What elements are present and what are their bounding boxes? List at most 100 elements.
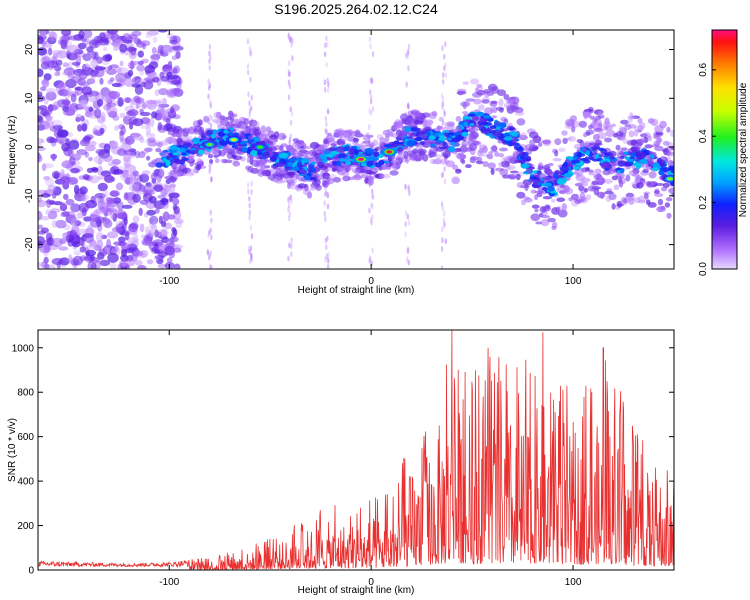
- spectrogram-cell: [518, 159, 526, 164]
- spectrogram-cell: [58, 82, 66, 90]
- spectrogram-cell: [462, 101, 467, 110]
- spectrogram-cell: [441, 171, 444, 178]
- spectrogram-cell: [289, 35, 292, 42]
- spectrogram-cell: [137, 264, 147, 269]
- spectrogram-cell: [248, 154, 256, 160]
- spectrogram-cell: [169, 170, 178, 175]
- spectrogram-cell: [234, 118, 239, 125]
- spectrogram-cell: [432, 159, 442, 165]
- spectrogram-cell: [520, 132, 527, 139]
- spectrogram-cell: [131, 112, 136, 119]
- spectrogram-cell: [99, 77, 104, 85]
- spectrogram-cell: [182, 131, 189, 137]
- spectrogram-cell: [209, 122, 213, 129]
- spectrogram-cell: [588, 169, 594, 173]
- spectrogram-cell: [331, 168, 337, 172]
- spectrogram-cell: [171, 55, 178, 60]
- spectrogram-cell: [585, 150, 590, 156]
- spectrogram-cell: [326, 191, 329, 198]
- colorbar-gradient: [711, 29, 738, 270]
- spectrogram-cell: [203, 115, 209, 123]
- spectrogram-cell: [80, 37, 87, 42]
- spectrogram-cell: [133, 134, 144, 141]
- spectrogram-cell: [38, 230, 46, 235]
- snr-frame: [37, 329, 675, 571]
- spectrogram-cell: [462, 81, 469, 85]
- spectrogram-cell: [148, 196, 157, 204]
- spectrogram-cell: [123, 97, 132, 103]
- spectrogram-cell: [210, 264, 213, 269]
- spectrogram-cell: [325, 244, 328, 251]
- spectrogram-cell: [161, 197, 169, 206]
- spectrogram-cell: [197, 119, 203, 126]
- spectrogram-cell: [104, 217, 111, 225]
- spectrogram-cell: [652, 162, 660, 169]
- spectrogram-cell: [336, 138, 346, 146]
- spectrogram-cell: [181, 167, 192, 174]
- spectrogram-cell: [591, 146, 601, 150]
- spectrogram-cell: [414, 120, 424, 125]
- spectrogram-cell: [38, 152, 41, 162]
- spectrogram-cell: [503, 118, 509, 124]
- spectrogram-cell: [608, 193, 617, 201]
- spectrogram-cell: [121, 260, 127, 268]
- spectrogram-cell: [99, 259, 111, 267]
- spectrogram-cell: [97, 157, 103, 166]
- spectrogram-cell: [129, 132, 141, 138]
- spectrogram-cell: [406, 213, 410, 220]
- spectrogram-cell: [373, 152, 379, 158]
- spectrogram-cell: [551, 207, 561, 215]
- spectrogram-cell: [470, 156, 479, 160]
- spectrogram-cell: [352, 174, 363, 181]
- spectrogram-cell: [541, 215, 551, 219]
- spectrogram-cell: [368, 107, 371, 114]
- colorbar: 0.0 0.2 0.4 0.6 Normalized spectral amplitu…: [698, 29, 749, 276]
- spectrogram-cell: [525, 144, 533, 150]
- spectrogram-cell: [123, 149, 136, 156]
- spectrogram-cell: [248, 209, 251, 216]
- spectrogram-cell: [405, 81, 408, 88]
- y-tick-label: 600: [17, 432, 34, 443]
- spectrogram-cell: [618, 180, 624, 188]
- spectrogram-cell: [627, 115, 636, 119]
- spectrogram-cell: [465, 101, 471, 107]
- spectrogram-cell: [515, 173, 521, 181]
- spectrogram-cell: [386, 150, 393, 154]
- spectrogram-cell: [66, 44, 79, 54]
- spectrogram-cell: [290, 198, 293, 205]
- spectrogram-cell: [341, 171, 350, 177]
- spectrogram-cell: [568, 197, 574, 202]
- spectrogram-cell: [547, 185, 555, 192]
- spectrogram-cell: [482, 161, 489, 167]
- spectrogram-cell: [261, 170, 272, 177]
- spectrogram-cell: [39, 120, 51, 130]
- spectrogram-cell: [600, 148, 608, 154]
- spectrogram-cell: [288, 158, 297, 162]
- spectrogram-cell: [645, 199, 651, 205]
- spectrogram-cell: [499, 168, 509, 176]
- spectrogram-cell: [209, 227, 212, 234]
- spectrogram-cell: [171, 171, 182, 177]
- spectrogram-cell: [371, 214, 374, 220]
- spectrogram-cell: [611, 123, 616, 128]
- spectrogram-cell: [619, 199, 628, 206]
- spectrogram-cell: [404, 183, 407, 190]
- spectrogram-cell: [106, 30, 119, 35]
- spectrogram-cell: [171, 227, 177, 233]
- spectrogram-cell: [162, 211, 170, 222]
- spectrogram-cell: [481, 99, 490, 104]
- y-tick-label: -10: [24, 188, 35, 203]
- spectrogram-cell: [83, 233, 94, 243]
- spectrogram-cell: [368, 207, 371, 214]
- spectrogram-cell: [611, 161, 617, 167]
- spectrogram-cell: [77, 228, 89, 235]
- spectrogram-cell: [547, 162, 554, 167]
- spectrogram-cell: [87, 224, 94, 235]
- spectrogram-cell: [287, 196, 290, 203]
- spectrogram-cell: [508, 127, 515, 131]
- spectrogram-cell: [651, 121, 657, 126]
- spectrogram-cell: [173, 263, 181, 269]
- spectrogram-cell: [51, 138, 59, 144]
- spectrogram-cell: [610, 156, 615, 160]
- spectrogram-cell: [230, 138, 237, 142]
